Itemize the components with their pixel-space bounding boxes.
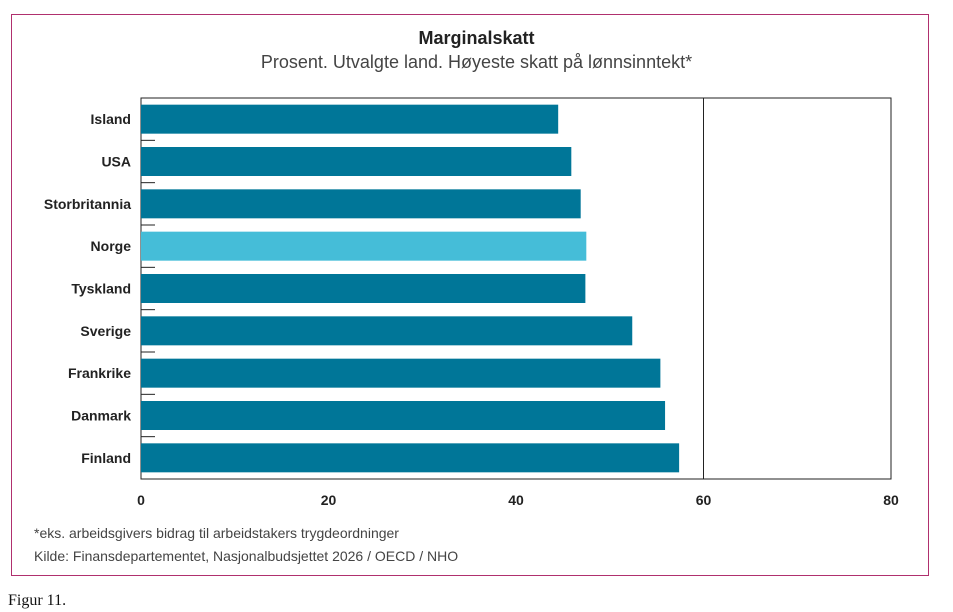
x-tick-label: 80 — [883, 492, 899, 508]
bar-storbritannia — [141, 189, 581, 219]
bar-tyskland — [141, 274, 586, 303]
x-tick-label: 40 — [508, 492, 524, 508]
bar-usa — [141, 147, 572, 176]
category-label: Storbritannia — [44, 196, 131, 212]
bar-sverige — [141, 316, 633, 346]
bar-finland — [141, 443, 680, 473]
bar-frankrike — [141, 358, 661, 388]
category-label: Tyskland — [71, 281, 131, 297]
category-label: Sverige — [80, 323, 131, 339]
bar-island — [141, 104, 559, 134]
figure-caption: Figur 11. — [8, 592, 67, 609]
chart-title: Marginalskatt — [418, 28, 535, 48]
x-tick-label: 0 — [137, 492, 145, 508]
chart-subtitle: Prosent. Utvalgte land. Høyeste skatt på… — [260, 52, 693, 72]
category-label: USA — [101, 154, 131, 170]
source-note: Kilde: Finansdepartementet, Nasjonalbuds… — [34, 548, 459, 564]
bar-danmark — [141, 401, 666, 430]
footnote: *eks. arbeidsgivers bidrag til arbeidsta… — [34, 525, 399, 541]
category-label: Frankrike — [68, 365, 131, 381]
category-label: Island — [91, 111, 131, 127]
x-tick-label: 60 — [696, 492, 712, 508]
category-label: Norge — [91, 238, 132, 254]
chart-frame — [11, 14, 929, 576]
x-tick-label: 20 — [321, 492, 337, 508]
category-label: Finland — [81, 450, 131, 466]
category-label: Danmark — [71, 408, 131, 424]
bar-norge — [141, 231, 587, 261]
